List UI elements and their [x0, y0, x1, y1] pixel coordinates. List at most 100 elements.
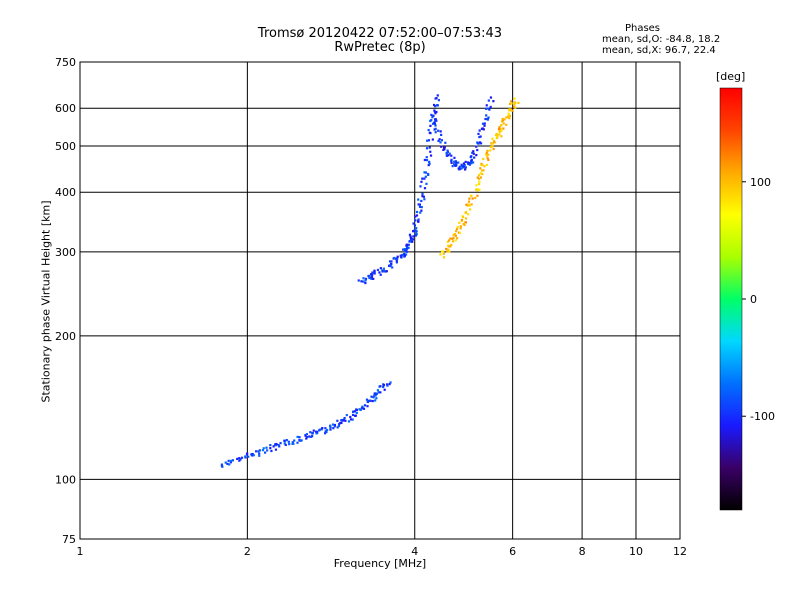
- data-point: [287, 440, 290, 443]
- data-point: [362, 280, 365, 283]
- data-point: [487, 153, 490, 156]
- data-point: [434, 105, 437, 108]
- data-point: [343, 416, 346, 420]
- data-point: [455, 229, 458, 233]
- data-point: [491, 145, 494, 148]
- data-point: [433, 122, 437, 125]
- data-point: [505, 123, 508, 126]
- data-point: [305, 437, 308, 440]
- data-point: [502, 122, 505, 125]
- data-point: [442, 250, 445, 253]
- data-point: [429, 154, 433, 157]
- data-point: [431, 122, 435, 125]
- data-point: [417, 203, 420, 206]
- data-point: [434, 118, 437, 121]
- data-point: [465, 217, 468, 220]
- data-point: [476, 188, 479, 191]
- data-point: [409, 236, 413, 240]
- x-axis-label: Frequency [MHz]: [333, 557, 427, 570]
- data-point: [435, 119, 438, 122]
- y-tick-label: 200: [55, 330, 76, 343]
- colorbar-label: [deg]: [716, 70, 746, 83]
- data-point: [401, 248, 405, 251]
- data-point: [413, 224, 417, 227]
- data-point: [475, 154, 478, 157]
- data-point: [511, 109, 514, 112]
- data-point: [467, 213, 470, 216]
- data-point: [376, 268, 380, 272]
- data-point: [437, 139, 440, 143]
- data-point: [324, 430, 327, 433]
- data-point: [412, 222, 415, 225]
- data-point: [456, 225, 459, 229]
- data-point: [231, 459, 234, 462]
- data-point: [270, 449, 273, 453]
- data-point: [428, 146, 431, 149]
- data-point: [486, 149, 489, 152]
- data-point: [420, 180, 423, 183]
- data-point: [275, 442, 278, 446]
- data-point: [472, 150, 475, 153]
- data-point: [447, 248, 450, 251]
- y-tick-label: 75: [62, 533, 76, 546]
- data-point: [450, 161, 453, 164]
- data-point: [457, 161, 460, 164]
- data-point: [447, 154, 450, 157]
- y-tick-label: 750: [55, 56, 76, 69]
- data-point: [370, 277, 373, 280]
- data-point: [420, 199, 423, 203]
- data-point: [428, 162, 431, 165]
- data-point: [321, 426, 324, 430]
- data-point: [446, 250, 449, 253]
- data-point: [299, 439, 302, 442]
- data-point: [434, 124, 437, 127]
- data-point: [501, 119, 504, 122]
- data-point: [396, 255, 399, 258]
- data-point: [293, 439, 296, 442]
- data-point: [476, 176, 479, 179]
- data-point: [412, 230, 415, 233]
- data-point: [393, 256, 396, 260]
- data-point: [423, 177, 426, 180]
- data-point: [442, 252, 445, 255]
- data-point: [384, 270, 387, 273]
- data-point: [246, 452, 249, 455]
- data-point: [471, 197, 474, 200]
- data-point: [483, 124, 486, 127]
- data-point: [508, 102, 512, 106]
- data-point: [265, 446, 268, 449]
- data-point: [435, 110, 438, 114]
- data-point: [383, 269, 386, 273]
- data-point: [418, 205, 422, 208]
- data-point: [325, 428, 329, 432]
- data-point: [373, 394, 376, 397]
- data-point: [489, 149, 492, 152]
- data-point: [363, 404, 367, 407]
- data-point: [336, 426, 339, 429]
- data-point: [424, 171, 427, 174]
- data-point: [433, 110, 437, 113]
- data-point: [455, 237, 459, 240]
- data-point: [329, 424, 332, 428]
- data-point: [366, 405, 369, 408]
- data-point: [475, 188, 478, 191]
- data-point: [349, 418, 353, 421]
- data-point: [421, 177, 424, 180]
- data-point: [452, 236, 455, 239]
- data-point: [467, 203, 470, 206]
- x-tick-label: 12: [673, 545, 687, 558]
- colorbar-tick-label: 0: [750, 293, 757, 306]
- data-point: [390, 260, 393, 263]
- data-point: [258, 454, 261, 457]
- data-point: [517, 101, 520, 105]
- data-point: [434, 97, 437, 100]
- data-point: [478, 135, 481, 139]
- data-point: [439, 253, 442, 256]
- data-point: [429, 124, 432, 127]
- data-point: [467, 200, 471, 203]
- data-point: [481, 122, 485, 125]
- data-point: [423, 171, 426, 174]
- data-point: [351, 413, 355, 417]
- data-point: [360, 280, 363, 283]
- data-point: [274, 448, 278, 451]
